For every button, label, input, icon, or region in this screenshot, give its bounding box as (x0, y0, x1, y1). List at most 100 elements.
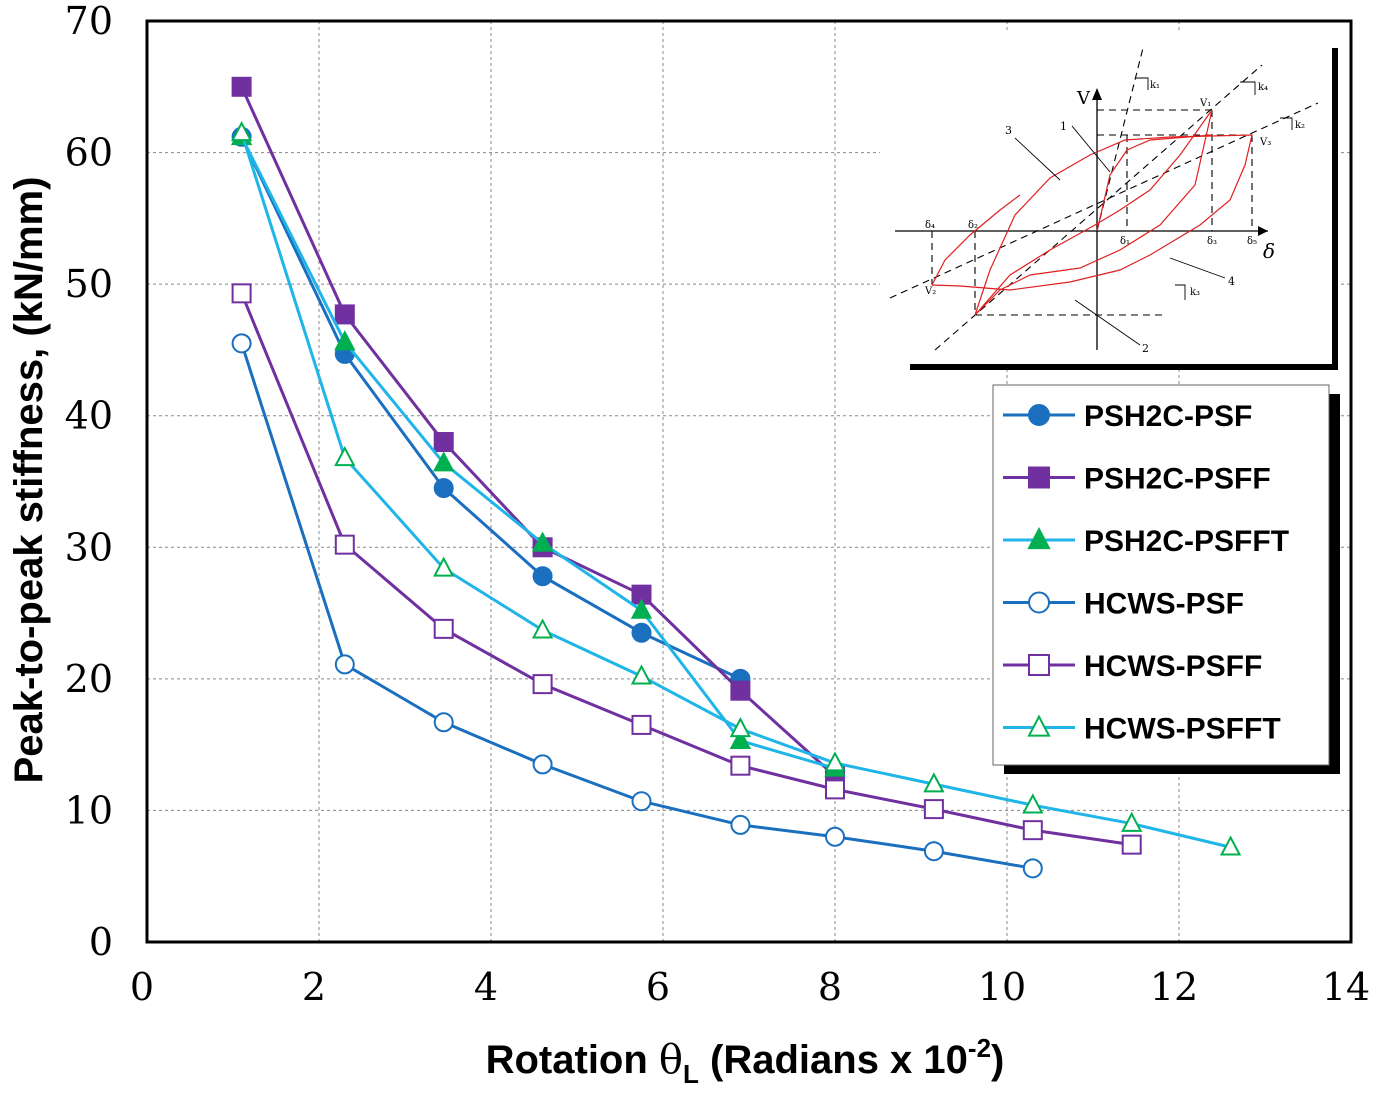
legend-label: PSH2C-PSFF (1084, 463, 1271, 496)
data-point (1219, 835, 1242, 856)
data-point (433, 478, 454, 499)
inset-slope-mark (1135, 77, 1149, 90)
x-axis-title-text-mid: (Radians x 10 (699, 1038, 968, 1082)
data-point (532, 566, 553, 587)
x-axis-title-theta: θ (659, 1037, 683, 1083)
series-hcws-psff (231, 283, 1142, 855)
inset-k-label: k₄ (1258, 82, 1268, 93)
inset-v-point-label: V₃ (1259, 137, 1271, 148)
series-hcws-psf (231, 333, 1043, 879)
data-point (1022, 793, 1044, 814)
inset-hysteresis-diagram: V δ 1 2 3 4 k₁ k₂ k₃ k₄ V₁ V₂ V₃ δ₁ δ₂ δ… (880, 30, 1338, 370)
x-tick-label: 12 (1150, 965, 1198, 1009)
legend-item: PSH2C-PSFFT (1003, 525, 1289, 558)
data-point (532, 674, 553, 695)
data-point (730, 680, 751, 701)
data-point (334, 654, 355, 675)
data-point (631, 714, 652, 735)
data-point (334, 445, 356, 467)
inset-leader-line (1071, 125, 1111, 173)
plot-border (145, 19, 1353, 944)
legend: PSH2C-PSF PSH2C-PSFF PSH2C-PSFFT HCWS-PSF HC… (992, 384, 1340, 774)
legend-item: PSH2C-PSF (1003, 400, 1252, 433)
data-point (923, 841, 944, 862)
data-point (630, 598, 653, 619)
legend-item: HCWS-PSF (1003, 588, 1244, 621)
series-line (240, 136, 742, 681)
legend-label: HCWS-PSFF (1084, 650, 1262, 683)
data-point (825, 826, 845, 847)
data-point (433, 712, 454, 733)
y-tick-label: 20 (65, 657, 113, 701)
inset-region-label: 2 (1142, 342, 1149, 355)
x-tick-label: 2 (302, 965, 326, 1009)
inset-delta-point-label: δ₂ (968, 220, 978, 231)
inset-hysteresis-loops (931, 109, 1253, 316)
inset-v-point-label: V₁ (1199, 98, 1211, 109)
inset-region-label: 1 (1060, 120, 1067, 133)
data-point (730, 814, 751, 835)
legend-label: HCWS-PSFFT (1084, 713, 1281, 746)
data-point (825, 779, 845, 800)
y-tick-labels: 0 10 20 30 40 50 60 70 (65, 0, 113, 964)
y-tick-label: 10 (65, 788, 113, 832)
inset-slope-mark (1280, 117, 1293, 130)
inset-loop-large (931, 134, 1253, 316)
data-point (730, 755, 751, 776)
y-tick-label: 50 (65, 262, 113, 306)
data-point (729, 716, 752, 738)
legend-item: HCWS-PSFFT (1003, 713, 1281, 746)
data-point (334, 534, 355, 555)
data-point (1028, 654, 1050, 676)
x-axis-title-superscript: -2 (968, 1033, 991, 1063)
data-point (1028, 404, 1050, 426)
data-point (531, 618, 554, 639)
data-point (630, 664, 653, 685)
x-axis-title-subscript: L (683, 1059, 699, 1089)
series-hcws-psfft (230, 120, 1242, 856)
data-point (532, 754, 553, 775)
data-point (923, 799, 944, 820)
inset-k-label: k₂ (1295, 120, 1305, 131)
inset-k-label: k₁ (1150, 80, 1160, 91)
inset-guide-line (1096, 47, 1144, 232)
legend-label: PSH2C-PSFFT (1084, 525, 1289, 558)
x-tick-labels: 0 2 4 6 8 10 12 14 (130, 965, 1370, 1009)
inset-loop-tail (931, 194, 1021, 286)
x-tick-label: 10 (978, 965, 1026, 1009)
series-layer (230, 76, 1242, 879)
inset-leader-line (1074, 299, 1141, 346)
data-point (231, 76, 252, 97)
legend-box (992, 384, 1330, 766)
inset-v-arrow (1092, 88, 1102, 100)
y-tick-label: 40 (65, 394, 113, 438)
inset-leader-line (1014, 137, 1061, 181)
inset-panel (880, 30, 1332, 364)
y-tick-label: 0 (89, 920, 113, 964)
data-point (1022, 820, 1043, 841)
x-tick-label: 0 (130, 965, 154, 1009)
inset-secant-line (934, 64, 1263, 351)
data-point (1121, 834, 1142, 855)
y-axis-title: Peak-to-peak stiffness, (kN/mm) (7, 177, 51, 784)
data-point (531, 531, 554, 552)
inset-v-point-label: V₂ (924, 286, 936, 297)
legend-label: HCWS-PSF (1084, 588, 1244, 621)
data-point (1121, 811, 1143, 832)
x-axis-title-text-end: ) (991, 1038, 1004, 1082)
legend-item: PSH2C-PSFF (1003, 463, 1271, 496)
inset-slope-mark (1240, 81, 1256, 95)
data-point (334, 304, 355, 325)
inset-leader-line (1169, 257, 1226, 279)
data-point (433, 618, 454, 639)
data-point (631, 622, 652, 643)
data-point (433, 451, 455, 472)
legend-label: PSH2C-PSF (1084, 400, 1252, 433)
x-tick-label: 4 (474, 965, 498, 1009)
inset-delta-point-label: δ₄ (925, 220, 935, 231)
data-point (334, 330, 356, 351)
inset-loop-small (974, 109, 1213, 316)
y-tick-label: 60 (65, 131, 113, 175)
x-tick-label: 8 (818, 965, 842, 1009)
series-line (240, 292, 1132, 847)
